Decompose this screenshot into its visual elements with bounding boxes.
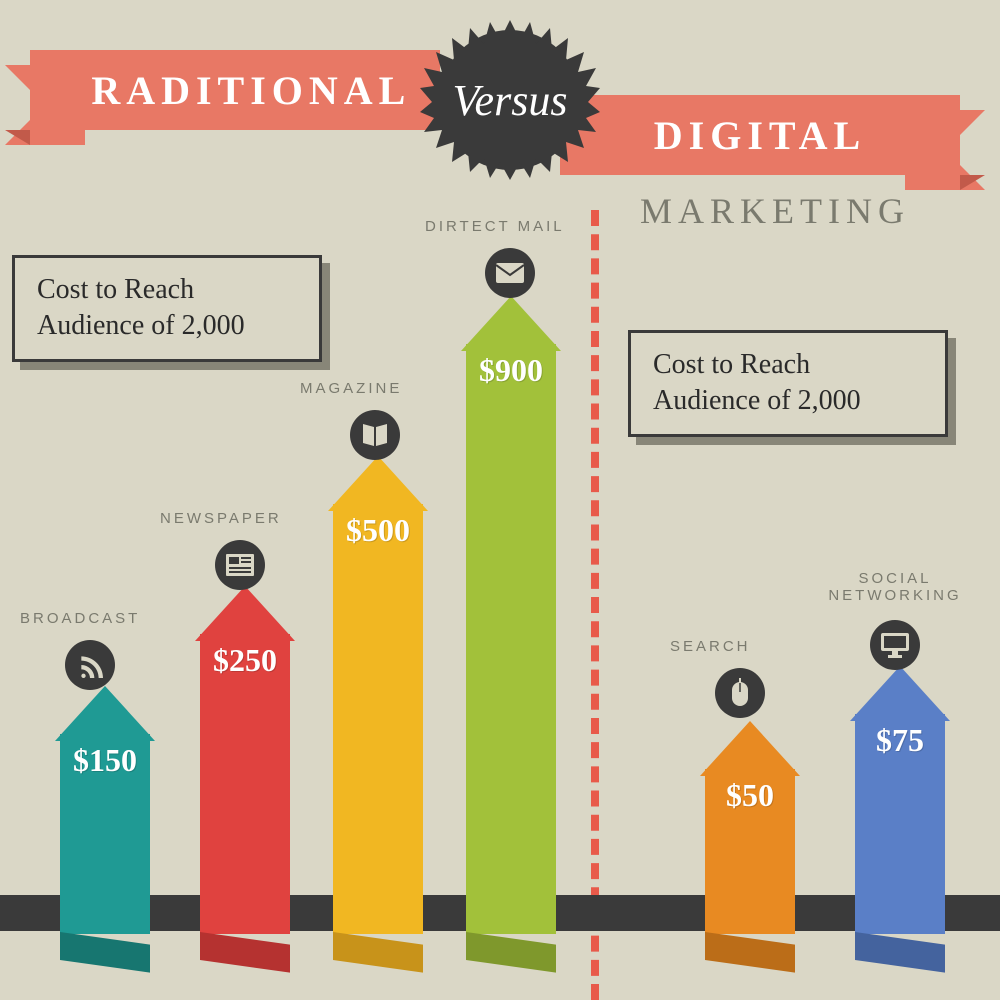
- title-digital: DIGITAL: [654, 112, 866, 159]
- title-ribbon-traditional: TRADITIONAL: [30, 50, 440, 130]
- bar-value: $75: [855, 722, 945, 759]
- bar-value: $250: [200, 642, 290, 679]
- bar-value: $50: [705, 777, 795, 814]
- bar-magazine: $500: [333, 504, 423, 960]
- book-icon: [350, 410, 400, 460]
- bar-label-social: SOCIAL NETWORKING: [815, 570, 975, 604]
- info-box-digital: Cost to Reach Audience of 2,000: [628, 330, 948, 437]
- screen-icon: [870, 620, 920, 670]
- mouse-icon: [715, 668, 765, 718]
- info-line1: Cost to Reach: [37, 272, 297, 308]
- bar-search: $50: [705, 769, 795, 960]
- mail-icon: [485, 248, 535, 298]
- info-box-traditional: Cost to Reach Audience of 2,000: [12, 255, 322, 362]
- bar-label-magazine: MAGAZINE: [300, 380, 402, 397]
- bar-directmail: $900: [466, 344, 556, 960]
- news-icon: [215, 540, 265, 590]
- versus-badge: Versus: [420, 10, 600, 190]
- bar-label-broadcast: BROADCAST: [20, 610, 140, 627]
- rss-icon: [65, 640, 115, 690]
- info-line2: Audience of 2,000: [37, 308, 297, 344]
- bar-label-newspaper: NEWSPAPER: [160, 510, 282, 527]
- bar-value: $900: [466, 352, 556, 389]
- title-traditional: TRADITIONAL: [59, 67, 412, 114]
- bar-label-directmail: DIRTECT MAIL: [425, 218, 565, 235]
- title-marketing: MARKETING: [640, 190, 910, 232]
- bar-value: $500: [333, 512, 423, 549]
- bar-social: $75: [855, 714, 945, 960]
- divider-line: [591, 210, 599, 1000]
- bar-value: $150: [60, 742, 150, 779]
- bar-label-search: SEARCH: [670, 638, 751, 655]
- info-line1: Cost to Reach: [653, 347, 923, 383]
- bar-broadcast: $150: [60, 734, 150, 960]
- bar-newspaper: $250: [200, 634, 290, 960]
- info-line2: Audience of 2,000: [653, 383, 923, 419]
- title-versus: Versus: [453, 75, 568, 126]
- title-ribbon-digital: DIGITAL: [560, 95, 960, 175]
